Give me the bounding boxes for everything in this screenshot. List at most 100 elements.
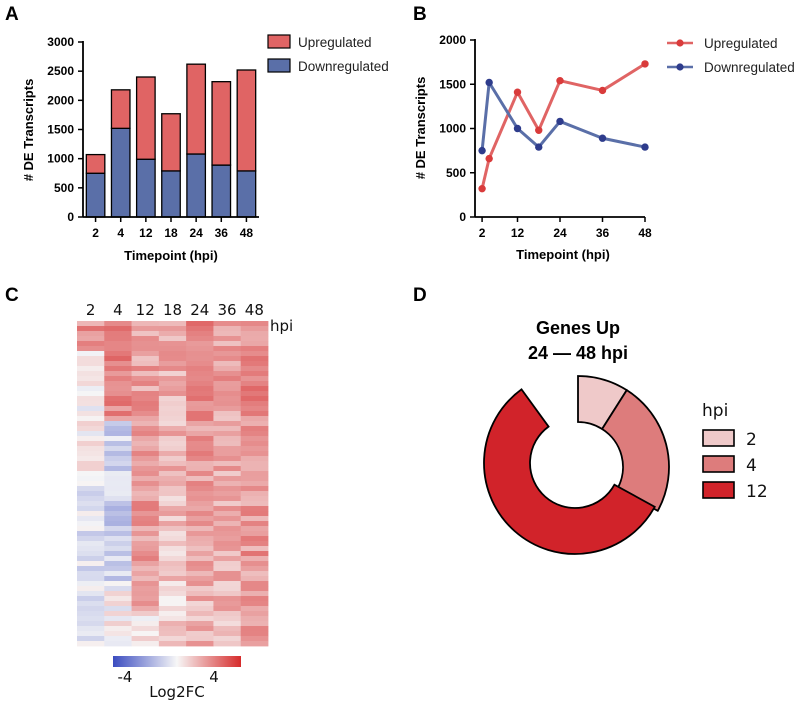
heatmap-cell (213, 496, 242, 502)
heatmap-cell (158, 556, 187, 562)
heatmap-cell (131, 506, 160, 512)
heatmap-cell (213, 571, 242, 577)
x-tick-label-48: 48 (240, 226, 254, 240)
bar-downregulated-2hpi (85, 172, 106, 218)
y-tick-label-500: 500 (446, 166, 466, 180)
heatmap-cell (131, 491, 160, 497)
heatmap-cell (131, 436, 160, 442)
heatmap-cell (213, 521, 242, 527)
heatmap-cell (186, 331, 214, 337)
heatmap-cell (213, 366, 242, 372)
heatmap-cell (186, 366, 214, 372)
bar-upregulated-4hpi (110, 89, 131, 129)
bar-upregulated-36hpi (211, 81, 232, 166)
heatmap-cell (77, 441, 105, 447)
heatmap-cell (131, 356, 160, 362)
heatmap-cell (240, 601, 269, 607)
heatmap-cell (104, 501, 132, 507)
heatmap-cell (213, 576, 242, 582)
heatmap-cell (104, 611, 132, 617)
donut-legend-title: hpi (702, 401, 728, 421)
heatmap-cell (240, 351, 269, 357)
heatmap-cell (131, 416, 160, 422)
donut-chart: Genes Up 24 — 48 hpi hpi 2 4 12 (483, 318, 768, 555)
heatmap-cell (186, 426, 214, 432)
heatmap-cell (240, 381, 269, 387)
heatmap-cell (131, 606, 160, 612)
heatmap-column-headers: 2 4 12 18 24 36 48 (86, 301, 264, 319)
heatmap-cell (158, 361, 187, 367)
heatmap-cell (77, 406, 105, 412)
heatmap-cell (131, 591, 160, 597)
heatmap-cell (240, 366, 269, 372)
heatmap-cell (158, 531, 187, 537)
heatmap-cell (104, 376, 132, 382)
bar-downregulated-36hpi (211, 164, 232, 218)
heatmap-cell (186, 346, 214, 352)
heatmap-cell (186, 451, 214, 457)
bar-downregulated-4hpi (110, 127, 131, 218)
heatmap-cell (77, 376, 105, 382)
heatmap-cell (240, 581, 269, 587)
heatmap-column-header-36: 36 (218, 301, 237, 319)
heatmap-cell (240, 526, 269, 532)
heatmap-cell (104, 626, 132, 632)
heatmap-cell (186, 551, 214, 557)
heatmap-cell (77, 321, 105, 327)
heatmap-cell (158, 421, 187, 427)
heatmap-cell (158, 466, 187, 472)
heatmap-cell (158, 401, 187, 407)
heatmap-cell (158, 456, 187, 462)
heatmap-cell (131, 371, 160, 377)
heatmap-cell (213, 596, 242, 602)
heatmap-cell (131, 511, 160, 517)
heatmap-cell (213, 396, 242, 402)
heatmap-cell (131, 321, 160, 327)
heatmap-cell (104, 341, 132, 347)
heatmap-cell (131, 571, 160, 577)
heatmap-cell (131, 561, 160, 567)
heatmap-cell (158, 636, 187, 642)
heatmap-cell (104, 596, 132, 602)
x-tick-label-24: 24 (189, 226, 203, 240)
point-downregulated-36hpi (598, 134, 607, 142)
heatmap-cell (213, 426, 242, 432)
heatmap-cell (213, 436, 242, 442)
heatmap-cell (186, 566, 214, 572)
heatmap-cell (240, 341, 269, 347)
heatmap-cell (240, 486, 269, 492)
heatmap-cell (77, 391, 105, 397)
heatmap-cell (186, 516, 214, 522)
y-tick-label-0: 0 (459, 210, 466, 224)
heatmap-cell (186, 631, 214, 637)
heatmap-cell (186, 466, 214, 472)
heatmap-cell (131, 466, 160, 472)
heatmap-cell (240, 536, 269, 542)
legend-label-downregulated: Downregulated (298, 59, 389, 74)
heatmap-cell (186, 536, 214, 542)
heatmap-cell (240, 586, 269, 592)
heatmap-cell (213, 601, 242, 607)
heatmap-cell (158, 441, 187, 447)
heatmap-cell (240, 446, 269, 452)
heatmap-cell (186, 606, 214, 612)
heatmap-cell (213, 456, 242, 462)
heatmap-cell (240, 606, 269, 612)
heatmap-cell (213, 326, 242, 332)
heatmap-cell (131, 441, 160, 447)
heatmap-column-header-48: 48 (245, 301, 264, 319)
heatmap-cell (240, 576, 269, 582)
heatmap-cell (186, 436, 214, 442)
heatmap-cell (104, 416, 132, 422)
heatmap-cell (240, 391, 269, 397)
heatmap-cell (186, 411, 214, 417)
heatmap-cell (131, 576, 160, 582)
heatmap-cell (158, 506, 187, 512)
heatmap-cell (131, 596, 160, 602)
colorbar (113, 656, 241, 667)
heatmap-cell (158, 591, 187, 597)
heatmap-cell (131, 501, 160, 507)
heatmap-cell (131, 361, 160, 367)
heatmap-cell (158, 491, 187, 497)
heatmap-cell (77, 461, 105, 467)
